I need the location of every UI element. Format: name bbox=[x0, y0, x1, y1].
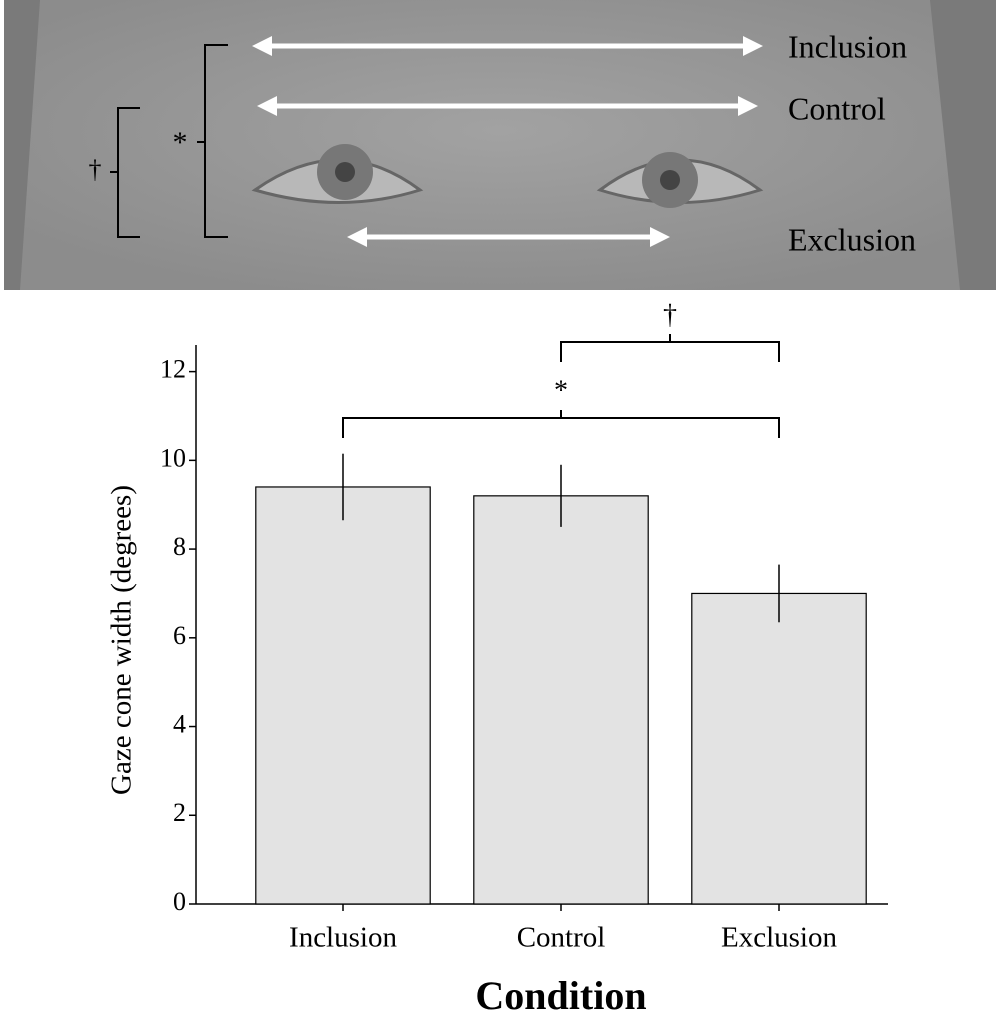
bar bbox=[692, 593, 866, 904]
marker: † bbox=[89, 155, 102, 184]
y-tick-label: 4 bbox=[173, 710, 186, 739]
y-tick-label: 8 bbox=[173, 532, 186, 561]
y-tick-label: 6 bbox=[173, 621, 186, 650]
significance-label: * bbox=[554, 375, 568, 406]
pupil bbox=[660, 170, 680, 190]
bar bbox=[474, 496, 648, 904]
eye-panel: † * Inclusion Control Exclusion bbox=[4, 0, 996, 290]
y-tick-label: 0 bbox=[173, 887, 186, 916]
significance-bracket bbox=[561, 334, 779, 362]
y-tick-label: 2 bbox=[173, 798, 186, 827]
x-axis-title: Condition bbox=[475, 973, 646, 1018]
pupil bbox=[335, 162, 355, 182]
figure: † * Inclusion Control Exclusion Conditio… bbox=[0, 0, 1000, 1022]
x-tick-label: Control bbox=[517, 922, 606, 954]
y-tick-label: 10 bbox=[160, 443, 186, 472]
arrow-label: Exclusion bbox=[788, 221, 916, 257]
x-tick-label: Inclusion bbox=[289, 922, 397, 954]
significance-label: † bbox=[663, 299, 677, 330]
y-tick-label: 12 bbox=[160, 355, 186, 384]
x-tick-label: Exclusion bbox=[721, 922, 837, 954]
arrow-label: Control bbox=[788, 90, 886, 126]
arrow-label: Inclusion bbox=[788, 28, 907, 64]
significance-bracket bbox=[343, 410, 779, 438]
bar bbox=[256, 487, 430, 904]
y-axis-title: Gaze cone width (degrees) bbox=[106, 485, 138, 795]
marker: * bbox=[173, 126, 188, 159]
